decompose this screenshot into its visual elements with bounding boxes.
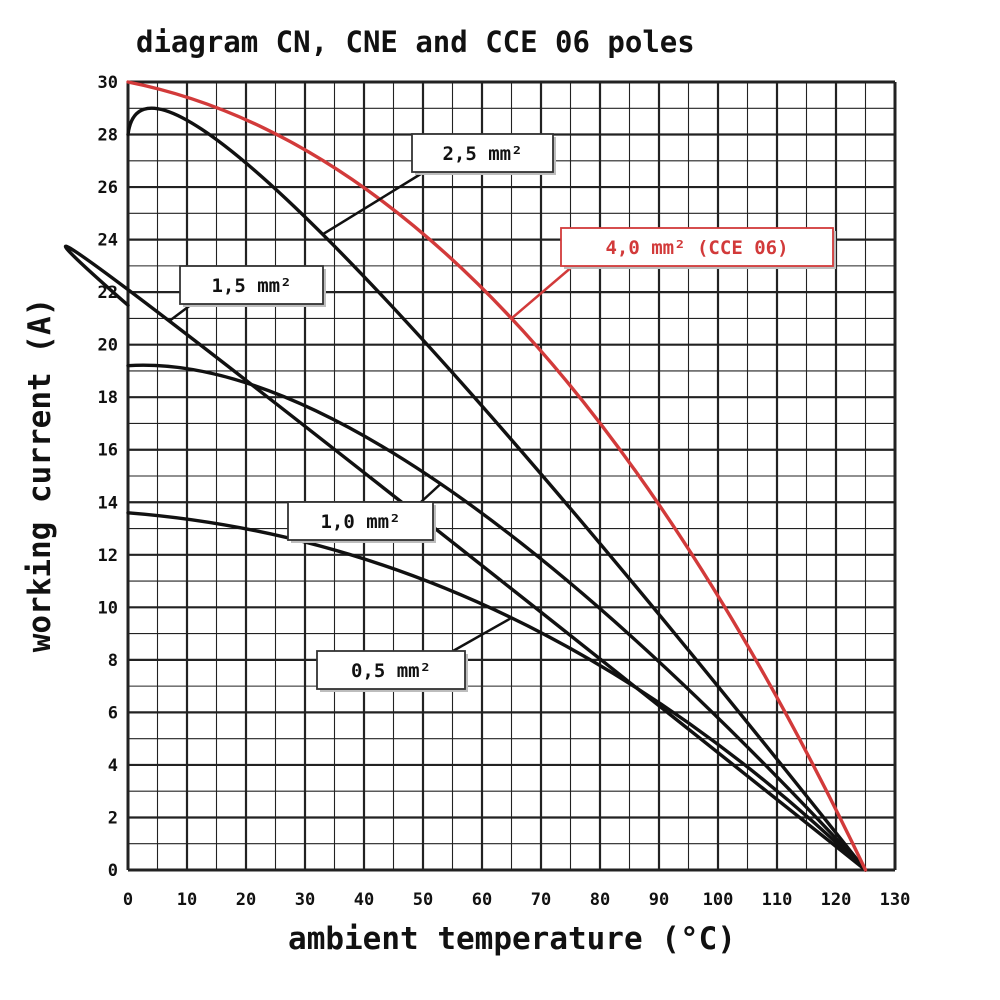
callout-box (179, 265, 324, 305)
y-tick-label: 22 (98, 283, 118, 303)
callout-leader (420, 482, 442, 503)
x-axis-label: ambient temperature (°C) (288, 921, 736, 957)
x-tick-label: 0 (123, 890, 133, 910)
series-label: 1,5 mm² (211, 275, 291, 297)
x-tick-label: 30 (295, 890, 315, 910)
y-tick-label: 20 (98, 336, 118, 356)
y-tick-label: 0 (108, 861, 118, 881)
x-tick-label: 20 (236, 890, 256, 910)
y-tick-label: 18 (98, 388, 118, 408)
x-tick-label: 40 (354, 890, 374, 910)
series-label: 4,0 mm² (CCE 06) (605, 237, 788, 259)
callout-box (316, 650, 466, 690)
x-tick-label: 100 (703, 890, 734, 910)
y-tick-label: 4 (108, 756, 118, 776)
callout-leader (452, 616, 513, 653)
callout-leader (322, 170, 425, 236)
x-tick-label: 50 (413, 890, 433, 910)
series-label: 1,0 mm² (320, 511, 400, 533)
x-tick-label: 120 (821, 890, 852, 910)
callout-box (287, 501, 434, 541)
x-tick-label: 130 (880, 890, 911, 910)
series-line-3 (126, 363, 868, 872)
y-tick-label: 30 (98, 73, 118, 93)
series-label: 2,5 mm² (442, 143, 522, 165)
series-line-4 (126, 511, 868, 872)
y-axis-label: working current (A) (22, 298, 58, 653)
y-tick-label: 14 (98, 493, 118, 513)
x-tick-label: 60 (472, 890, 492, 910)
y-tick-label: 2 (108, 808, 118, 828)
x-tick-label: 110 (762, 890, 793, 910)
grid (126, 80, 897, 872)
callout-box (411, 133, 554, 173)
y-tick-label: 10 (98, 598, 118, 618)
tick-labels: 0 10 20 30 40 50 60 70 80 90 100 110 120 130024681012… (98, 73, 911, 910)
y-tick-label: 28 (98, 126, 118, 146)
x-tick-label: 80 (590, 890, 610, 910)
x-tick-label: 10 (177, 890, 197, 910)
x-tick-label: 70 (531, 890, 551, 910)
y-tick-label: 6 (108, 703, 118, 723)
callouts: 2,5 mm² 4,0 mm² (CCE 06) 1,5 mm² 1,0 mm² 0,5… (168, 133, 836, 692)
callout-leader (510, 265, 574, 320)
callout-box (560, 227, 834, 267)
y-tick-label: 12 (98, 546, 118, 566)
series-line-2 (63, 244, 868, 872)
y-tick-label: 26 (98, 178, 118, 198)
y-tick-label: 8 (108, 651, 118, 671)
chart-title: diagram CN, CNE and CCE 06 poles (136, 25, 695, 59)
y-tick-label: 16 (98, 441, 118, 461)
y-tick-label: 24 (98, 231, 118, 251)
x-tick-label: 90 (649, 890, 669, 910)
series-label: 0,5 mm² (351, 660, 431, 682)
